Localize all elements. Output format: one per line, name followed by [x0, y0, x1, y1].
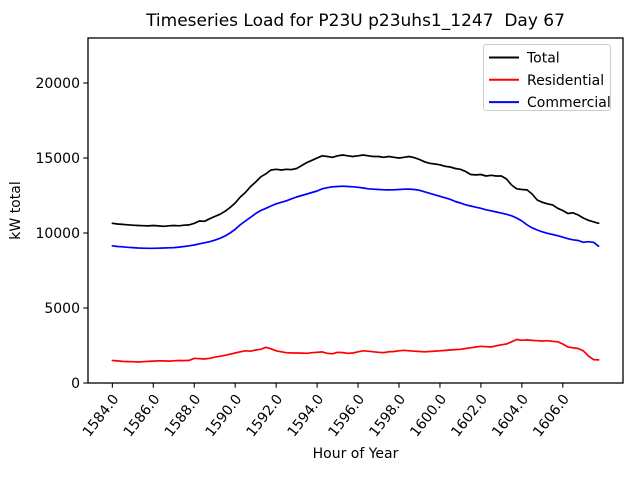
legend-label: Commercial — [527, 95, 611, 111]
x-tick-label: 1602.0 — [448, 392, 491, 440]
series-line-residential — [111, 338, 600, 363]
y-axis: 0 5000 10000 15000 20000 — [35, 76, 88, 392]
y-tick-label: 20000 — [35, 76, 80, 92]
legend-item-commercial: Commercial — [489, 95, 611, 111]
x-tick-label: 1604.0 — [489, 392, 532, 440]
x-tick-label: 1594.0 — [284, 392, 327, 440]
series-line-commercial — [111, 185, 600, 250]
x-tick-label: 1598.0 — [366, 392, 409, 440]
x-tick-label: 1592.0 — [244, 392, 287, 440]
plot-area-border — [87, 37, 624, 384]
x-tick-label: 1596.0 — [325, 392, 368, 440]
x-tick-label: 1600.0 — [407, 392, 450, 440]
y-axis-label: kW total — [8, 181, 24, 239]
y-tick-label: 10000 — [35, 226, 80, 242]
legend: Total Residential Commercial — [483, 44, 611, 111]
plot-series — [111, 154, 600, 363]
legend-item-residential: Residential — [489, 73, 604, 89]
x-tick-label: 1586.0 — [121, 392, 164, 440]
x-axis: 1584.01586.01588.01590.01592.01594.01596… — [80, 383, 573, 440]
x-axis-label: Hour of Year — [313, 446, 399, 462]
legend-label: Total — [526, 51, 560, 67]
y-tick-label: 5000 — [44, 301, 80, 317]
x-tick-label: 1606.0 — [530, 392, 573, 440]
legend-item-total: Total — [489, 51, 560, 67]
legend-box — [483, 44, 611, 111]
x-tick-label: 1590.0 — [203, 392, 246, 440]
series-line-total — [111, 154, 600, 228]
legend-label: Residential — [527, 73, 604, 89]
x-tick-label: 1584.0 — [80, 392, 123, 440]
x-tick-label: 1588.0 — [162, 392, 205, 440]
y-tick-label: 0 — [71, 376, 80, 392]
y-tick-label: 15000 — [35, 151, 80, 167]
chart-title: Timeseries Load for P23U p23uhs1_1247 Da… — [145, 11, 565, 31]
